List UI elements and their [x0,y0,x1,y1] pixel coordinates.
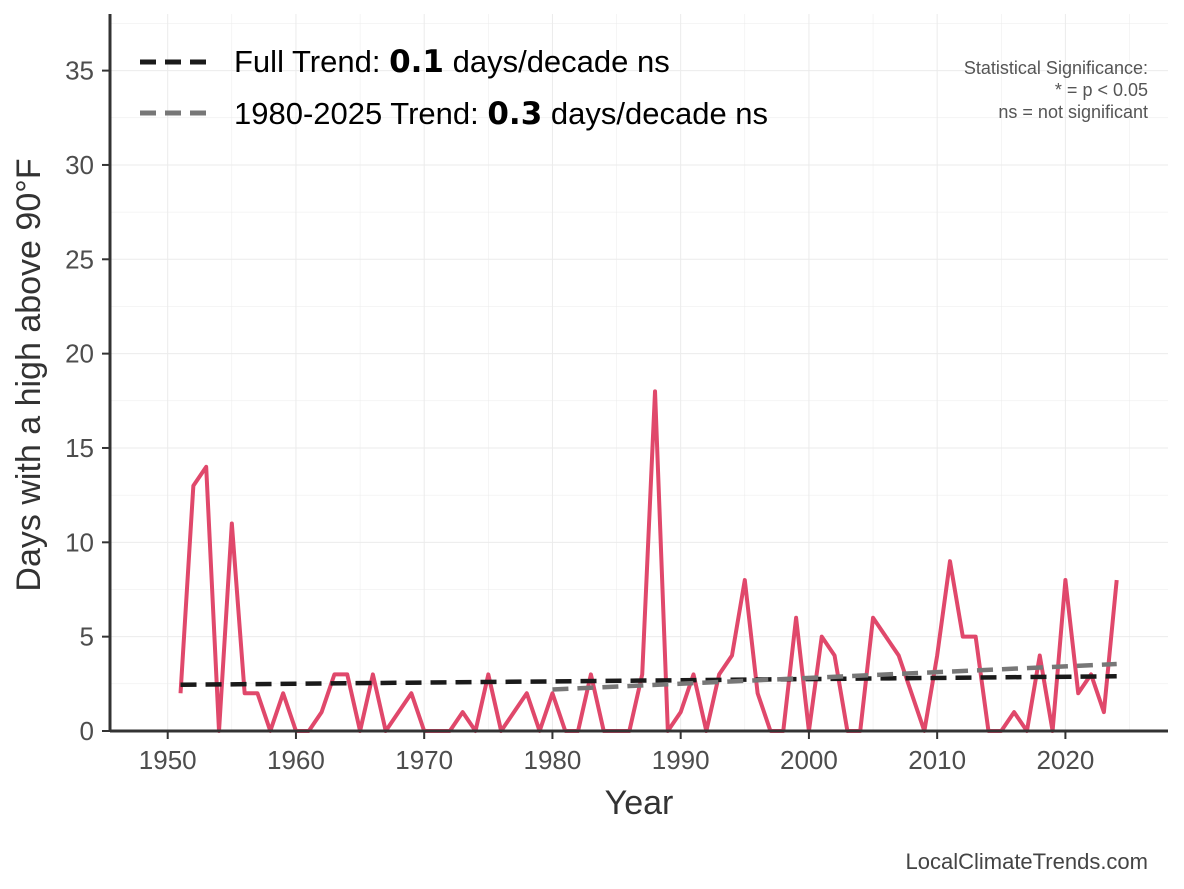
grid [110,14,1168,732]
legend-value-1980-trend: 0.3 [487,96,542,132]
legend-prefix-1980-trend: 1980-2025 Trend: [234,96,487,131]
y-tick-label: 15 [65,433,94,463]
full-trend-line [180,674,1117,688]
legend-value-full-trend: 0.1 [389,44,444,80]
x-tick-label: 2020 [1036,745,1094,775]
significance-note: Statistical Significance: * = p < 0.05 n… [964,58,1148,122]
x-tick-label: 1960 [267,745,325,775]
legend-label-1980-trend: 1980-2025 Trend: 0.3 days/decade ns [234,96,768,132]
legend-suffix-1980-trend: days/decade ns [542,96,768,131]
x-tick-label: 2010 [908,745,966,775]
axes [108,14,1168,733]
legend-prefix-full-trend: Full Trend: [234,44,389,79]
legend-suffix-full-trend: days/decade ns [444,44,670,79]
series-layer [178,389,1119,733]
y-axis-title: Days with a high above 90°F [10,158,48,591]
significance-p-value: * = p < 0.05 [1055,80,1148,100]
x-axis-title: Year [605,784,674,822]
y-tick-label: 25 [65,244,94,274]
legend-label-full-trend: Full Trend: 0.1 days/decade ns [234,44,670,80]
significance-title: Statistical Significance: [964,58,1148,78]
y-tick-label: 5 [80,622,94,652]
trend-1980-2025-line [552,661,1117,692]
days-above-90-line [178,389,1119,733]
y-tick-label: 10 [65,527,94,557]
significance-ns: ns = not significant [998,102,1148,122]
credit-text: LocalClimateTrends.com [906,849,1149,874]
x-tick-label: 2000 [780,745,838,775]
y-tick-label: 35 [65,56,94,86]
y-tick-label: 20 [65,339,94,369]
ticks: 0 5 10 15 20 25 30 35 1950 1960 1970 1980 1990 2000 20… [65,56,1094,775]
x-tick-label: 1990 [652,745,710,775]
legend: Full Trend: 0.1 days/decade ns 1980-2025… [140,44,768,132]
x-tick-label: 1970 [395,745,453,775]
y-tick-label: 0 [80,716,94,746]
y-tick-label: 30 [65,150,94,180]
x-tick-label: 1980 [524,745,582,775]
x-tick-label: 1950 [139,745,197,775]
